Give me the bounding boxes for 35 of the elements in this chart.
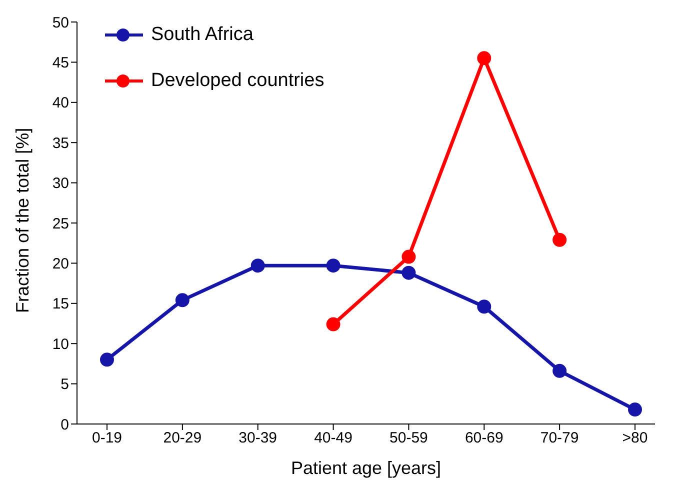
y-tick-label: 20 [52,256,69,273]
y-tick-label: 50 [52,14,69,32]
x-tick-label: >80 [622,430,648,447]
y-tick-label: 15 [52,296,69,313]
point [326,258,340,273]
legend-label: Developed countries [151,70,324,92]
x-axis-title: Patient age [years] [290,458,442,478]
point [100,352,114,367]
y-tick-label: 40 [52,94,69,112]
y-tick-label: 25 [52,215,69,232]
x-tick-label: 50-59 [390,430,428,447]
y-tick-label: 30 [52,175,69,192]
point [326,317,340,332]
legend-label: South Africa [151,24,254,46]
x-tick-label: 60-69 [464,430,504,447]
x-tick-label: 70-79 [540,430,579,447]
point [552,364,567,378]
point [250,258,265,273]
point [402,266,416,280]
x-tick-label: 40-49 [314,430,352,447]
point [175,293,190,308]
y-tick-label: 45 [52,54,69,72]
x-tick-label: 30-39 [238,430,278,447]
point [477,300,492,314]
y-tick-label: 10 [52,336,69,353]
y-axis-title: Fraction of the total [%] [12,128,32,313]
y-tick-label: 5 [60,376,69,394]
point [552,232,567,247]
point [402,250,416,264]
x-tick-label: 0-19 [92,430,122,447]
point [477,51,492,66]
x-tick-label: 20-29 [163,430,202,447]
y-tick-label: 0 [60,416,69,434]
point [628,402,642,417]
y-tick-label: 35 [52,134,69,152]
